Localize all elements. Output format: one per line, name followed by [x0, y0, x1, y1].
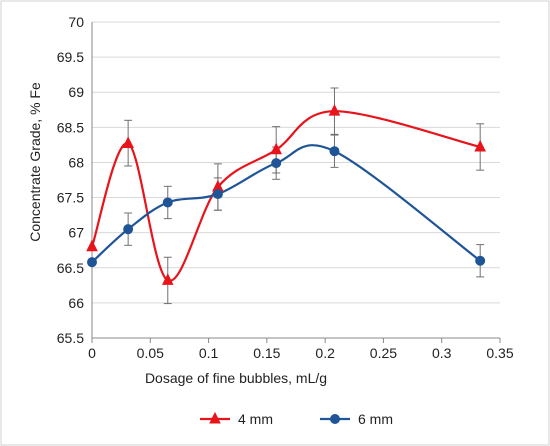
x-tick-label: 0.2 [315, 345, 335, 361]
legend-marker [330, 414, 340, 424]
y-tick-label: 68 [68, 154, 84, 170]
data-point-4mm [474, 139, 486, 152]
x-tick-label: 0 [88, 345, 96, 361]
legend: 4 mm 6 mm [200, 411, 393, 427]
x-tick-label: 0.3 [432, 345, 452, 361]
y-tick-label: 67.5 [57, 190, 84, 206]
data-point-6mm [162, 197, 173, 208]
legend-marker [209, 411, 221, 424]
data-point-6mm [475, 255, 486, 266]
x-axis-title: Dosage of fine bubbles, mL/g [145, 370, 327, 386]
x-tick-label: 0.05 [137, 345, 164, 361]
y-tick-label: 68.5 [57, 119, 84, 135]
x-tick-label: 0.1 [199, 345, 219, 361]
data-point-4mm [161, 273, 174, 285]
y-tick-label: 67 [68, 225, 84, 241]
data-point-6mm [87, 257, 97, 268]
data-point-6mm [212, 189, 223, 200]
y-tick-label: 66.5 [57, 260, 84, 276]
data-point-4mm [270, 142, 282, 155]
legend-item-4mm: 4 mm [200, 411, 273, 427]
series-markers [86, 104, 486, 285]
y-tick-label: 66 [68, 295, 84, 311]
data-point-4mm [122, 136, 134, 148]
y-tick-label: 70 [68, 14, 84, 30]
legend-item-6mm: 6 mm [320, 411, 393, 427]
data-point-6mm [271, 158, 282, 169]
axes [91, 22, 501, 343]
y-axis-title: Concentrate Grade, % Fe [27, 82, 43, 242]
data-point-4mm [86, 239, 98, 252]
legend-label: 4 mm [238, 411, 273, 427]
y-tick-label: 69.5 [57, 49, 84, 65]
tick-labels: 65.5 66 66.5 67 67.5 68 68.5 69 69.5 70 0 0.05 0.1 0.… [57, 14, 514, 361]
data-point-6mm [123, 224, 134, 235]
data-point-4mm [328, 104, 341, 116]
x-tick-label: 0.35 [486, 345, 513, 361]
x-tick-label: 0.25 [370, 345, 397, 361]
y-tick-label: 69 [68, 84, 84, 100]
y-tick-label: 65.5 [57, 330, 84, 346]
x-tick-label: 0.15 [253, 345, 280, 361]
data-point-6mm [329, 146, 340, 157]
legend-label: 6 mm [358, 411, 393, 427]
